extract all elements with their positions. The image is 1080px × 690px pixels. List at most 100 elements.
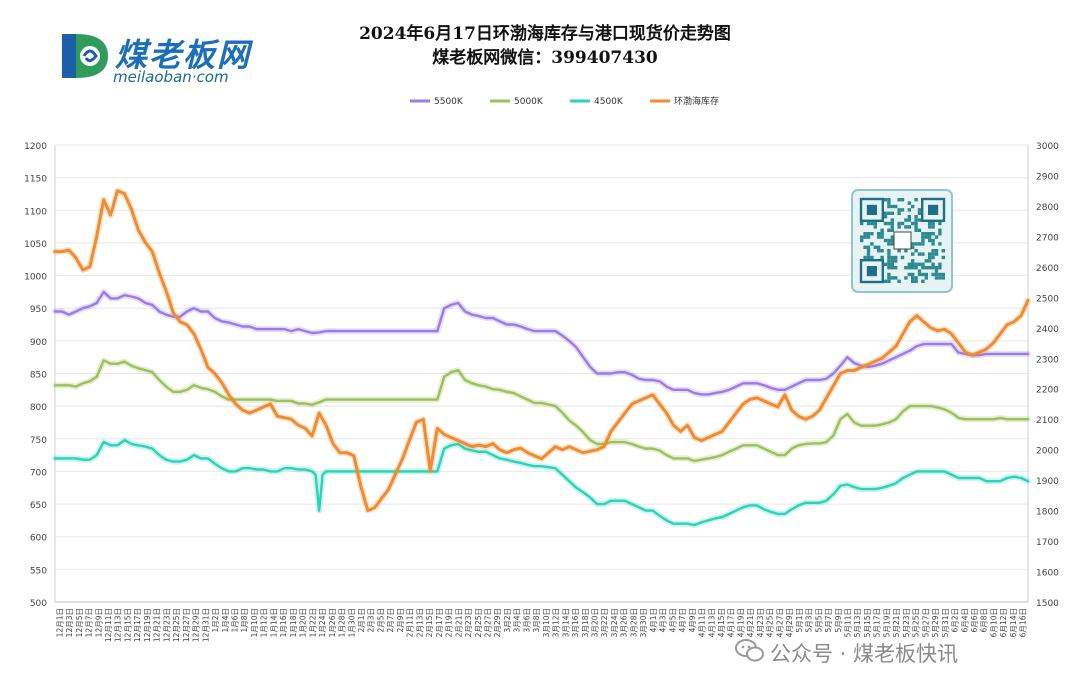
x-tick-label: 4月5日 [668,608,677,633]
y-left-tick-label: 650 [30,501,47,511]
y-left-tick-label: 1100 [24,207,47,217]
x-tick-label: 4月23日 [756,608,765,637]
series-line-shadow [52,357,1031,464]
x-tick-label: 4月11日 [698,608,707,637]
x-tick-label: 5月25日 [912,608,921,637]
legend-label: 5500K [434,97,464,107]
x-tick-label: 4月9日 [688,608,697,633]
x-tick-label: 2月3日 [367,608,376,633]
x-tick-label: 3月12日 [552,608,561,637]
x-tick-label: 4月25日 [766,608,775,637]
x-tick-label: 2月15日 [425,608,434,637]
x-tick-label: 5月21日 [892,608,901,637]
series-line-4500K [53,438,1030,527]
y-right-tick-label: 2200 [1036,386,1059,396]
x-tick-label: 5月1日 [795,608,804,633]
y-left-tick-label: 600 [30,534,47,544]
x-tick-label: 12月1日 [55,608,64,637]
x-tick-label: 5月17日 [873,608,882,637]
y-right-tick-label: 1900 [1036,477,1059,487]
title-line-1: 2024年6月17日环渤海库存与港口现货价走势图 [359,24,731,44]
x-tick-label: 2月13日 [415,608,424,637]
x-tick-label: 5月3日 [805,608,814,633]
y-left-tick-label: 500 [30,599,47,609]
x-tick-label: 1月10日 [250,608,259,637]
x-tick-label: 3月24日 [610,608,619,637]
x-tick-label: 1月4日 [221,608,230,633]
x-tick-label: 1月18日 [289,608,298,637]
x-tick-label: 2月1日 [357,608,366,633]
y-right-tick-label: 2800 [1036,203,1059,213]
x-tick-label: 4月19日 [736,608,745,637]
y-right-tick-label: 3000 [1036,142,1059,152]
logo-text: 煤老板网 [115,36,252,74]
y-right-tick-label: 1800 [1036,508,1059,518]
logo: 煤老板网 meilaoban·com [55,30,295,90]
y-right-tick-label: 2100 [1036,416,1059,426]
series-line-shadow [52,437,1031,528]
logo-icon [62,34,108,78]
x-tick-label: 1月2日 [211,608,220,633]
y-left-tick-label: 1150 [24,175,47,185]
y-axis-left: 500 550 600 650 700 750 800 850 900 950 1000 1050 11… [24,142,56,609]
x-tick-label: 6月10日 [989,608,998,637]
x-tick-label: 12月17日 [133,608,142,642]
y-left-tick-label: 550 [30,566,47,576]
x-tick-label: 5月9日 [834,608,843,633]
y-right-tick-label: 2700 [1036,233,1059,243]
x-tick-label: 4月3日 [659,608,668,633]
x-tick-label: 5月29日 [931,608,940,637]
y-left-tick-label: 850 [30,371,47,381]
x-tick-label: 6月6日 [970,608,979,633]
watermark: 公众号 · 煤老板快讯 [770,642,959,666]
logo-subtext: meilaoban·com [113,68,229,86]
x-tick-label: 2月29日 [493,608,502,637]
x-tick-label: 5月27日 [921,608,930,637]
x-tick-label: 1月14日 [269,608,278,637]
x-tick-label: 3月2日 [503,608,512,633]
series-lines [52,187,1031,528]
legend: 5500K 5000K 4500K 环渤海库存 [410,95,719,107]
y-right-tick-label: 2300 [1036,355,1059,365]
series-line-5000K [53,359,1030,463]
legend-label: 5000K [514,97,544,107]
x-tick-label: 3月16日 [571,608,580,637]
x-tick-label: 4月21日 [746,608,755,637]
x-tick-label: 3月10日 [542,608,551,637]
series-line-5500K [53,290,1030,396]
x-tick-label: 1月6日 [231,608,240,633]
y-right-tick-label: 2600 [1036,264,1059,274]
x-tick-label: 12月9日 [94,608,103,637]
x-tick-label: 1月12日 [260,608,269,637]
y-left-tick-label: 900 [30,338,47,348]
y-right-tick-label: 2400 [1036,325,1059,335]
x-tick-label: 5月15日 [863,608,872,637]
x-tick-label: 6月8日 [980,608,989,633]
x-tick-label: 12月25日 [172,608,181,642]
y-right-tick-label: 2500 [1036,294,1059,304]
x-tick-label: 12月27日 [182,608,191,642]
x-tick-label: 3月22日 [600,608,609,637]
y-right-tick-label: 1500 [1036,599,1059,609]
x-tick-label: 3月6日 [522,608,531,633]
y-left-tick-label: 950 [30,305,47,315]
x-tick-label: 1月24日 [318,608,327,637]
x-tick-label: 6月14日 [1009,608,1018,637]
x-tick-label: 2月9日 [396,608,405,633]
y-left-tick-label: 1000 [24,273,47,283]
qr-code-image [851,189,953,293]
x-tick-label: 5月5日 [814,608,823,633]
x-tick-label: 3月14日 [561,608,570,637]
x-tick-label: 2月27日 [483,608,492,637]
x-tick-label: 1月30日 [347,608,356,637]
y-left-tick-label: 1050 [24,240,47,250]
x-tick-label: 3月30日 [639,608,648,637]
y-axis-right: 1500 1600 1700 1800 1900 2000 2100 2200 2300 2400… [1027,142,1059,609]
x-tick-label: 5月23日 [902,608,911,637]
x-tick-label: 4月1日 [649,608,658,633]
x-tick-label: 12月31日 [201,608,210,642]
title-line-2: 煤老板网微信：399407430 [432,48,658,68]
x-tick-label: 1月8日 [240,608,249,633]
